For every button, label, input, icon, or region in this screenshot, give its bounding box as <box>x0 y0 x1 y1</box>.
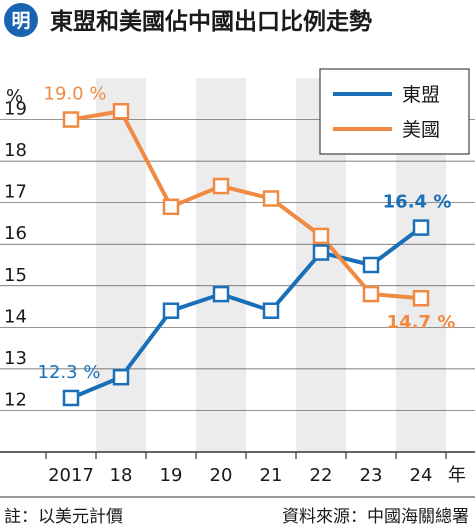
y-tick-12: 12 <box>4 389 27 410</box>
x-unit-label: 年 <box>448 465 466 486</box>
x-tick-18: 18 <box>110 465 133 486</box>
y-unit-label: % <box>6 86 23 107</box>
point-asean-22 <box>312 244 330 261</box>
y-tick-17: 17 <box>4 182 27 203</box>
y-tick-19: 19 <box>4 99 27 120</box>
footer-source: 資料來源：中國海關總署 <box>282 507 469 527</box>
series-lines <box>69 109 423 400</box>
y-tick-15: 15 <box>4 265 27 286</box>
legend-label-asean: 東盟 <box>402 84 440 106</box>
legend-label-usa: 美國 <box>402 119 440 141</box>
y-tick-labels: 12 13 14 15 16 17 18 19 <box>4 99 27 411</box>
x-tick-19: 19 <box>160 465 183 486</box>
data-labels: 12.3 % 16.4 % 19.0 % 14.7 % <box>38 84 456 383</box>
series-points <box>62 102 430 407</box>
y-tick-18: 18 <box>4 140 27 161</box>
y-tick-16: 16 <box>4 223 27 244</box>
band-20 <box>196 78 246 452</box>
band-18 <box>96 78 146 452</box>
point-usa-18 <box>112 102 130 120</box>
point-usa-21 <box>262 190 280 207</box>
x-tick-labels: 2017 18 19 20 21 22 23 24 <box>48 465 432 486</box>
point-asean-20 <box>212 285 230 303</box>
point-usa-24 <box>412 289 430 307</box>
point-asean-19 <box>162 302 180 319</box>
point-usa-19 <box>162 198 180 216</box>
x-tick-23: 23 <box>360 465 383 486</box>
point-asean-2017 <box>62 389 80 407</box>
point-usa-23 <box>362 285 380 303</box>
series-line-usa <box>69 109 423 301</box>
legend-box <box>319 68 470 155</box>
x-tick-2017: 2017 <box>48 465 94 486</box>
x-tick-24: 24 <box>410 465 433 486</box>
point-asean-24 <box>412 219 430 236</box>
chart-title: 東盟和美國佔中國出口比例走勢 <box>50 8 372 35</box>
point-usa-22 <box>312 227 330 245</box>
data-label-usa-2017: 19.0 % <box>44 84 107 105</box>
header: 明 東盟和美國佔中國出口比例走勢 <box>4 3 372 37</box>
y-tick-13: 13 <box>4 348 27 369</box>
x-tick-22: 22 <box>310 465 333 486</box>
legend: 東盟 美國 <box>319 68 470 155</box>
x-tick-21: 21 <box>260 465 283 486</box>
x-tick-20: 20 <box>210 465 233 486</box>
brand-glyph: 明 <box>11 10 30 32</box>
data-label-asean-2017: 12.3 % <box>38 362 101 383</box>
point-usa-20 <box>212 177 230 195</box>
x-axis <box>0 451 475 459</box>
y-tick-14: 14 <box>4 306 27 327</box>
point-asean-18 <box>112 368 130 386</box>
brand-logo-icon <box>4 3 38 37</box>
point-asean-21 <box>262 302 280 319</box>
point-usa-2017 <box>62 111 80 128</box>
data-label-asean-24: 16.4 % <box>383 192 452 213</box>
series-line-asean <box>69 225 423 400</box>
point-asean-23 <box>362 256 380 274</box>
footer-note: 註：以美元計價 <box>4 507 123 527</box>
data-label-usa-24: 14.7 % <box>387 312 456 333</box>
